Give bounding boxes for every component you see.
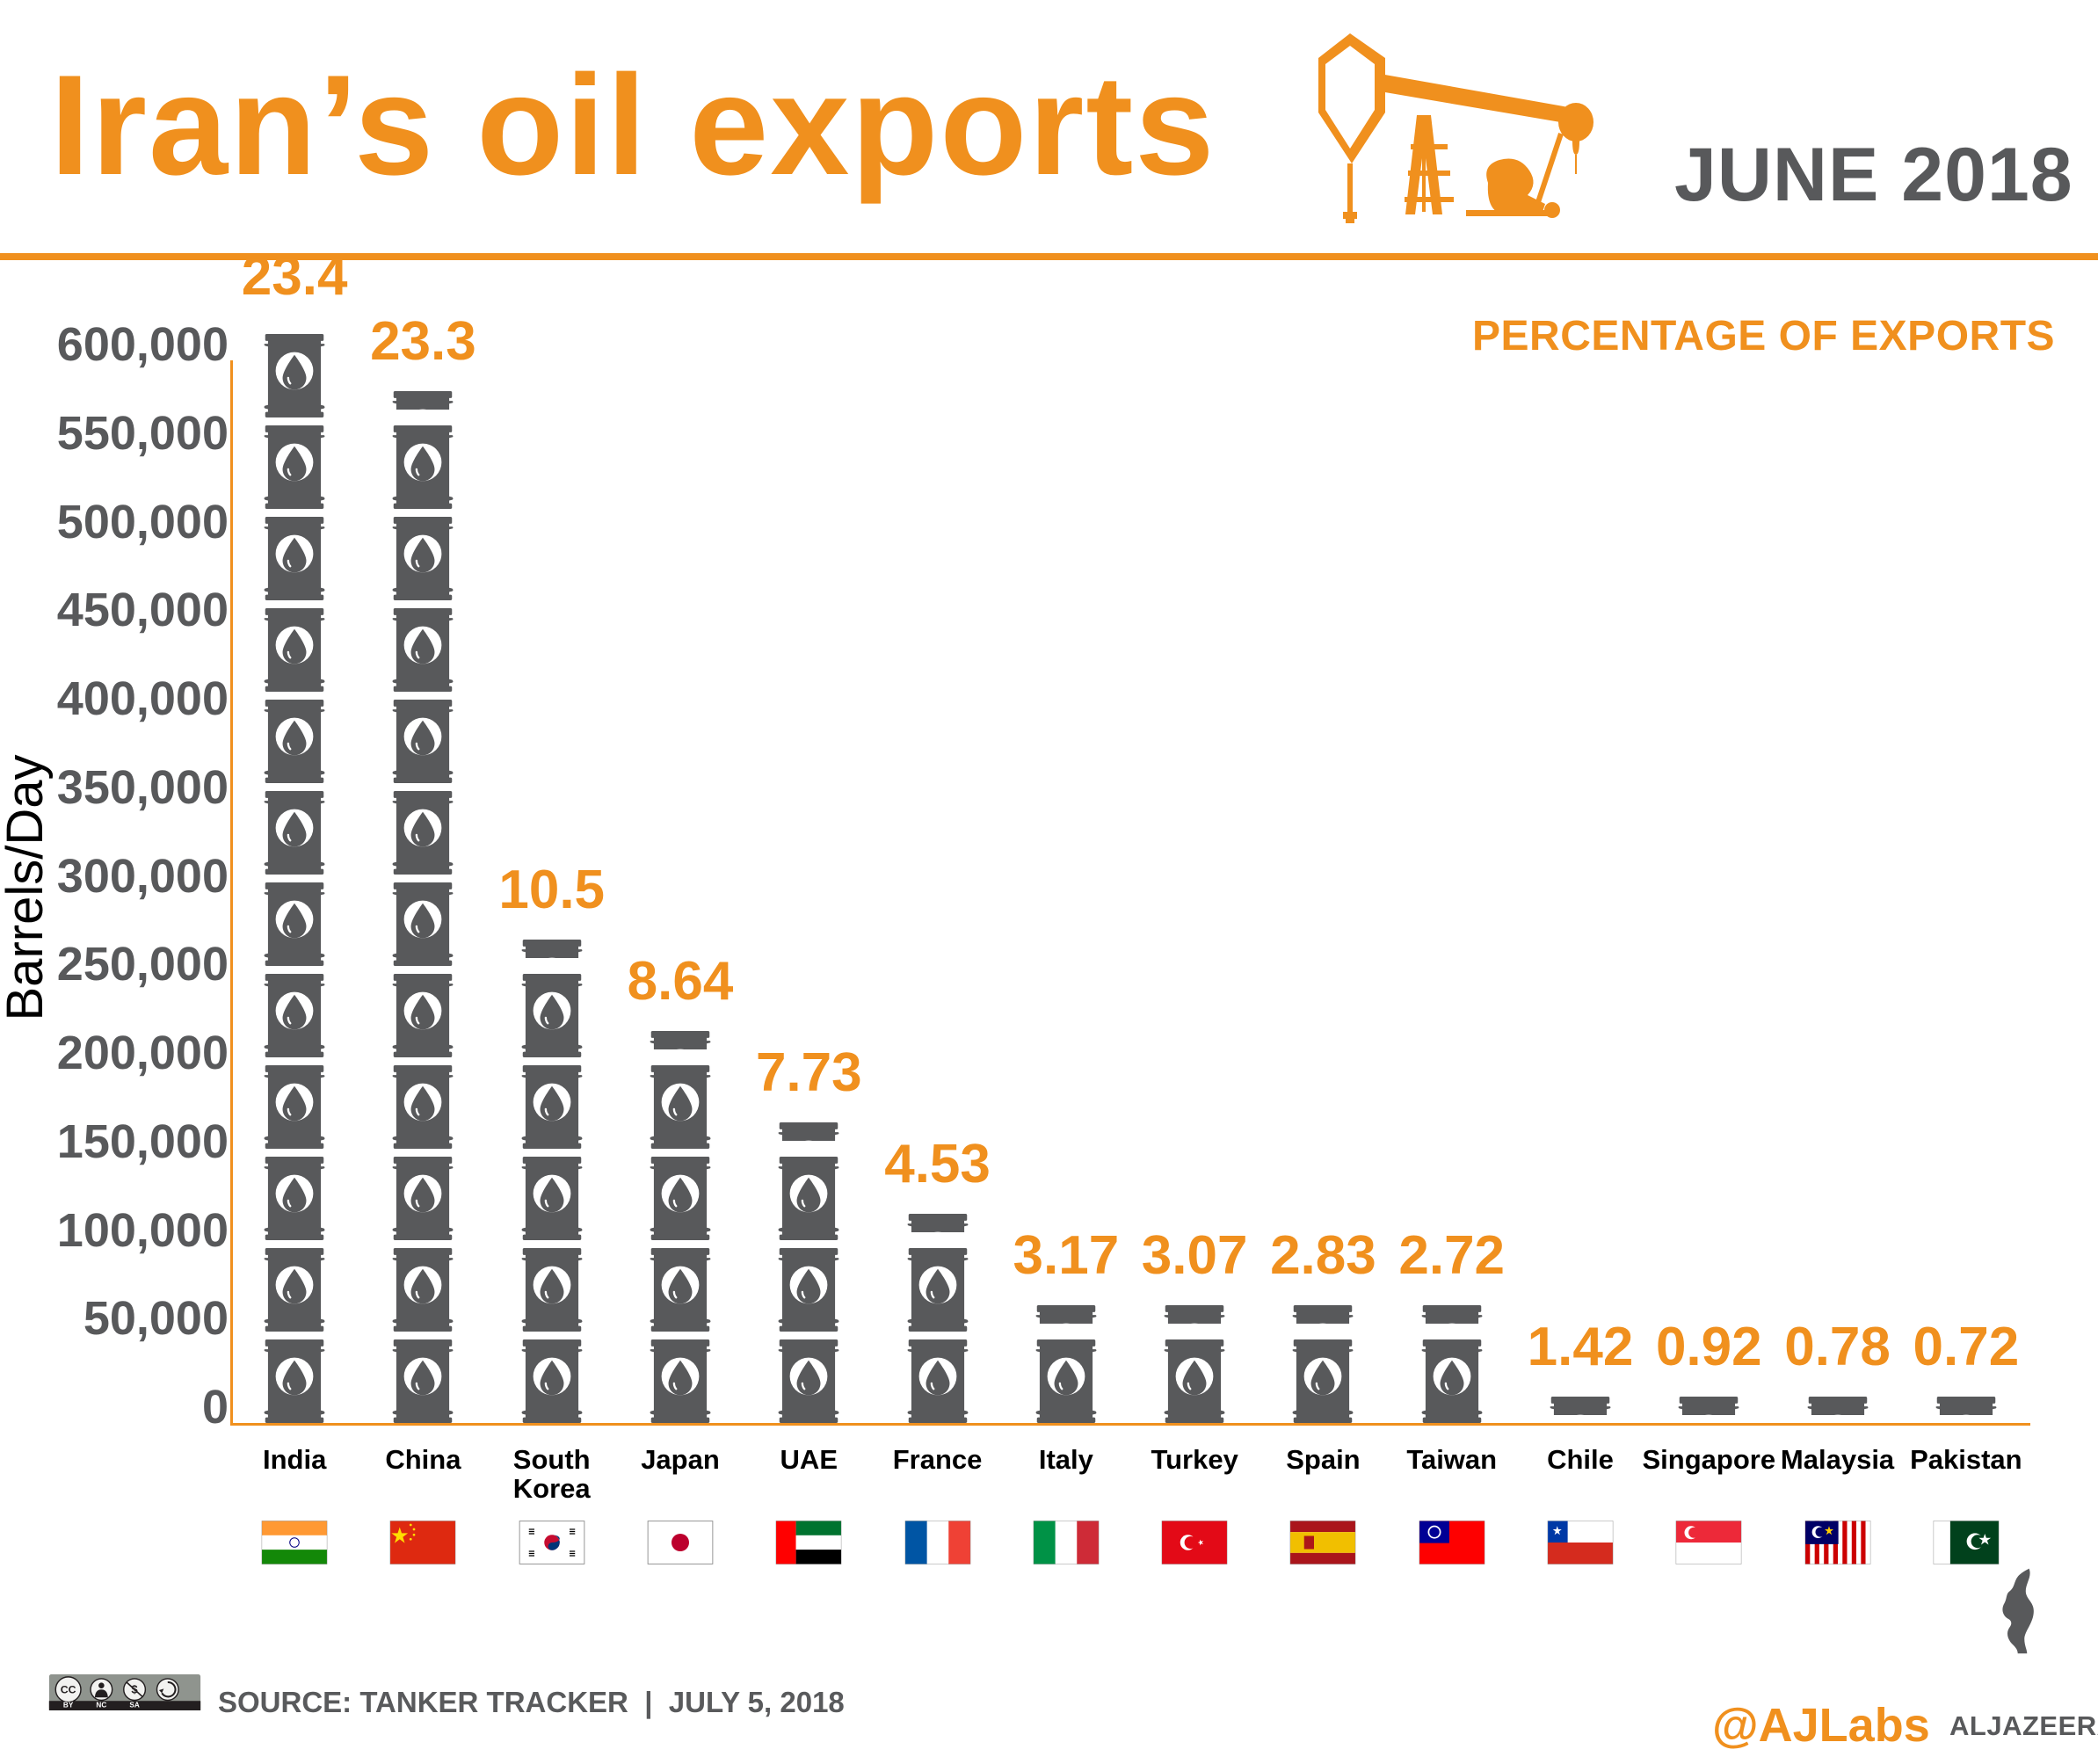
svg-text:BY: BY (63, 1702, 74, 1710)
svg-text:CC: CC (61, 1684, 76, 1696)
svg-text:SA: SA (129, 1702, 139, 1710)
svg-text:NC: NC (96, 1702, 106, 1710)
